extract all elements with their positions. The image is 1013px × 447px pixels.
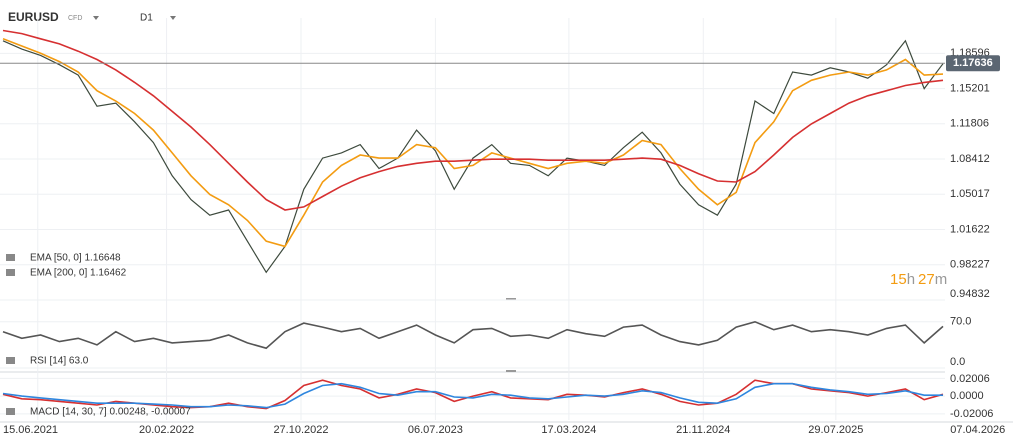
pane-handle[interactable] [506, 370, 516, 372]
countdown: 15h 27m [890, 271, 947, 288]
x-tick-label: 15.06.2021 [3, 424, 58, 436]
x-tick-label: 21.11.2024 [676, 424, 730, 436]
legend-entry: MACD [14, 30, 7] 0.00248, -0.00007 [30, 407, 191, 418]
countdown-unit: m [935, 271, 948, 288]
x-tick-label: 07.04.2026 [950, 424, 1005, 436]
y-tick-label: 1.11806 [950, 118, 989, 130]
legend-icon [6, 357, 15, 364]
legend-icon [6, 408, 15, 415]
x-tick-label: 20.02.2022 [139, 424, 194, 436]
y-tick-label: 0.0000 [950, 390, 984, 402]
pane-handle[interactable] [506, 298, 516, 300]
series-line [2, 29, 944, 211]
legend-entry: RSI [14] 63.0 [30, 356, 89, 367]
series-line [2, 382, 943, 409]
series-line [2, 320, 944, 350]
legend-entry: EMA [200, 0] 1.16462 [30, 268, 127, 279]
x-tick-label: 29.07.2025 [808, 424, 863, 436]
y-tick-label: 0.0 [950, 356, 965, 368]
countdown-minutes: 27 [918, 271, 935, 288]
countdown-unit: h [907, 271, 915, 288]
y-tick-label: 0.94832 [950, 288, 990, 300]
last-price-label: 1.17636 [953, 57, 993, 69]
series-line [2, 39, 944, 274]
y-tick-label: 1.05017 [950, 188, 990, 200]
interval-dropdown[interactable] [170, 16, 176, 20]
y-tick-label: 1.01622 [950, 223, 990, 235]
legend-icon [6, 269, 15, 276]
x-tick-label: 17.03.2024 [541, 424, 596, 436]
y-tick-label: -0.02006 [950, 408, 993, 420]
interval[interactable]: D1 [140, 13, 153, 24]
x-tick-label: 06.07.2023 [408, 424, 463, 436]
last-price-box [946, 55, 1000, 72]
y-tick-label: 0.02006 [950, 373, 990, 385]
symbol-dropdown[interactable] [93, 16, 99, 20]
y-tick-label: 70.0 [950, 316, 971, 328]
instrument-kind: CFD [68, 15, 82, 22]
symbol[interactable]: EURUSD [8, 10, 59, 24]
y-tick-label: 1.15201 [950, 82, 990, 94]
legend-entry: EMA [50, 0] 1.16648 [30, 253, 121, 264]
legend-icon [6, 254, 15, 261]
y-tick-label: 1.08412 [950, 153, 990, 165]
x-tick-label: 27.10.2022 [273, 424, 328, 436]
y-tick-label: 0.98227 [950, 259, 990, 271]
countdown-hours: 15 [890, 271, 907, 288]
series-line [2, 38, 944, 248]
